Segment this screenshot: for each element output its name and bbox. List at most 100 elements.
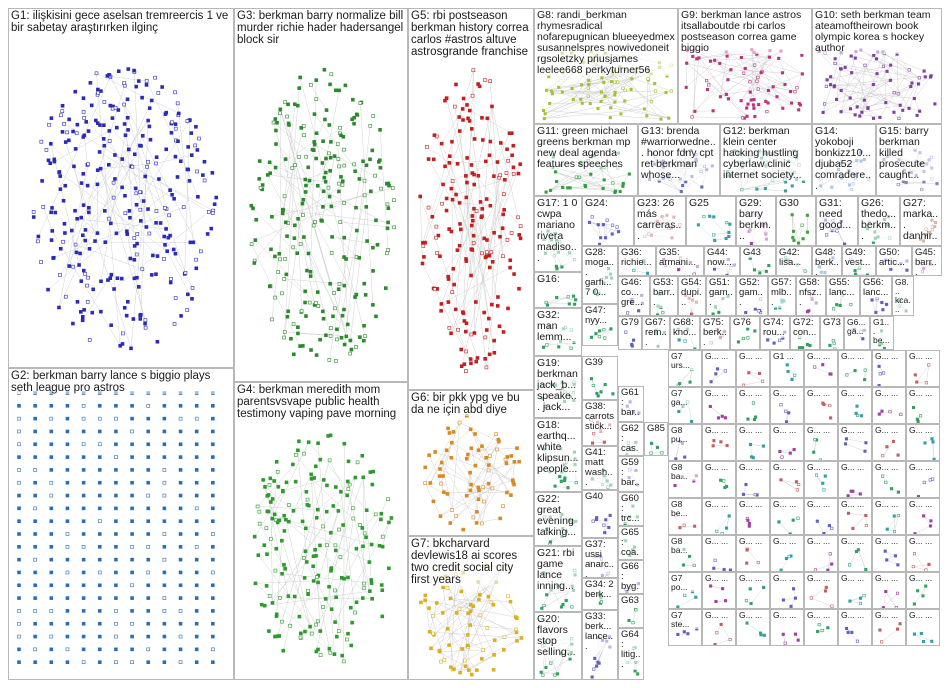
node[interactable] [748, 587, 752, 591]
small-cluster-tile[interactable]: G... ... [736, 424, 770, 461]
small-cluster-tile[interactable]: G7 ga... [668, 387, 702, 424]
node[interactable] [560, 58, 564, 62]
node[interactable] [206, 210, 211, 214]
node[interactable] [619, 112, 623, 116]
node[interactable] [471, 68, 476, 73]
node[interactable] [363, 293, 368, 297]
node[interactable] [303, 289, 307, 294]
node[interactable] [17, 455, 21, 459]
node[interactable] [469, 446, 474, 450]
small-cluster-tile[interactable]: G... ... [770, 498, 804, 535]
node[interactable] [193, 143, 198, 148]
node[interactable] [463, 658, 467, 663]
node[interactable] [342, 576, 346, 581]
node[interactable] [882, 157, 886, 162]
node[interactable] [805, 230, 809, 234]
node[interactable] [910, 81, 914, 85]
node[interactable] [33, 570, 37, 575]
node[interactable] [587, 78, 591, 82]
node[interactable] [516, 171, 521, 176]
node[interactable] [97, 596, 102, 600]
node[interactable] [194, 442, 199, 447]
node[interactable] [377, 543, 382, 548]
node[interactable] [337, 189, 341, 194]
node[interactable] [342, 255, 346, 259]
node[interactable] [502, 648, 506, 652]
node[interactable] [574, 519, 578, 523]
node[interactable] [626, 660, 630, 665]
node[interactable] [492, 338, 496, 343]
node[interactable] [264, 584, 269, 588]
node[interactable] [712, 566, 716, 570]
node[interactable] [65, 404, 70, 408]
node[interactable] [715, 631, 719, 635]
node[interactable] [882, 347, 886, 350]
node[interactable] [328, 650, 333, 655]
node[interactable] [451, 267, 456, 271]
node[interactable] [387, 520, 391, 525]
node[interactable] [918, 237, 922, 241]
node[interactable] [282, 335, 287, 340]
node[interactable] [437, 648, 442, 653]
node[interactable] [931, 440, 935, 444]
node[interactable] [631, 646, 635, 650]
node[interactable] [461, 311, 466, 316]
node[interactable] [628, 553, 632, 557]
node[interactable] [930, 639, 934, 643]
node[interactable] [379, 186, 383, 191]
node[interactable] [570, 86, 574, 90]
node[interactable] [102, 100, 107, 104]
node[interactable] [139, 219, 143, 223]
node[interactable] [385, 226, 390, 231]
node[interactable] [501, 330, 506, 334]
node[interactable] [253, 238, 258, 242]
node[interactable] [465, 156, 469, 160]
node[interactable] [73, 208, 77, 213]
node[interactable] [114, 429, 118, 434]
cluster-panel-g73[interactable]: G73 [820, 316, 844, 350]
node[interactable] [340, 183, 345, 188]
node[interactable] [355, 228, 359, 233]
node[interactable] [306, 251, 311, 256]
node[interactable] [570, 642, 574, 646]
node[interactable] [655, 219, 659, 223]
node[interactable] [683, 593, 687, 597]
node[interactable] [130, 647, 134, 652]
node[interactable] [568, 395, 573, 399]
node[interactable] [484, 455, 488, 460]
node[interactable] [210, 211, 215, 215]
node[interactable] [934, 220, 938, 225]
node[interactable] [321, 205, 325, 209]
cluster-panel-g26[interactable]: G26: thedo... berkm... [858, 196, 900, 246]
node[interactable] [487, 352, 492, 357]
node[interactable] [876, 235, 880, 239]
node[interactable] [821, 110, 825, 114]
node[interactable] [210, 171, 215, 175]
node[interactable] [371, 269, 375, 273]
node[interactable] [862, 328, 866, 332]
node[interactable] [337, 281, 342, 286]
node[interactable] [480, 116, 484, 120]
cluster-panel-g52[interactable]: G52: gam... [736, 276, 768, 316]
node[interactable] [854, 549, 858, 554]
node[interactable] [281, 648, 286, 653]
node[interactable] [922, 169, 926, 173]
node[interactable] [146, 570, 151, 575]
cluster-panel-g38[interactable]: G38: carrots stick... [582, 400, 618, 446]
node[interactable] [742, 71, 746, 75]
node[interactable] [713, 305, 718, 309]
node[interactable] [465, 643, 470, 648]
node[interactable] [892, 530, 896, 534]
node[interactable] [779, 568, 783, 572]
node[interactable] [345, 637, 349, 642]
node[interactable] [444, 196, 449, 201]
node[interactable] [81, 647, 86, 652]
cluster-panel-g14[interactable]: G14: yokoboji bonkizz10... djuba52 comra… [812, 124, 876, 196]
node[interactable] [892, 91, 896, 95]
node[interactable] [557, 345, 561, 349]
node[interactable] [164, 227, 168, 231]
node[interactable] [793, 373, 797, 377]
node[interactable] [65, 660, 70, 664]
node[interactable] [285, 234, 289, 238]
node[interactable] [835, 229, 839, 233]
